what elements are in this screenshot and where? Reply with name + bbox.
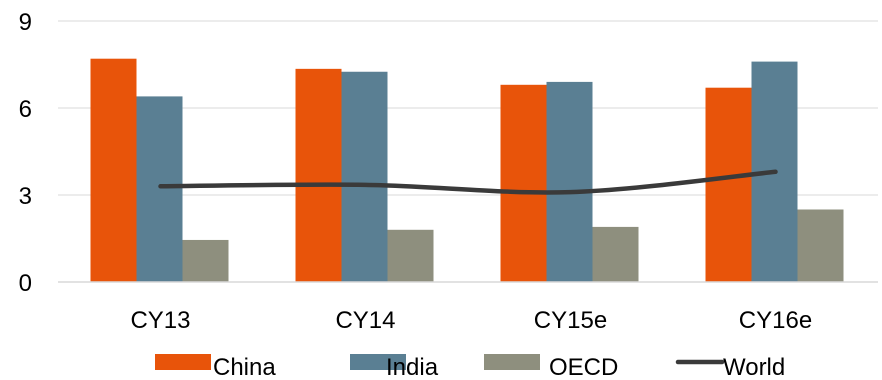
bar-india-cy15e (546, 81, 593, 283)
x-tick-label-cy15e: CY15e (534, 307, 607, 334)
bar-china-cy16e (705, 87, 752, 282)
legend-label-china: China (213, 354, 276, 380)
y-tick-label-0: 0 (19, 270, 32, 297)
legend-label-oecd: OECD (549, 354, 618, 380)
bar-oecd-cy14 (387, 229, 434, 282)
x-tick-label-cy14: CY14 (335, 307, 395, 334)
bar-oecd-cy15e (592, 226, 639, 282)
y-tick-label-9: 9 (19, 9, 32, 36)
bar-oecd-cy13 (182, 239, 229, 282)
x-tick-label-cy16e: CY16e (739, 307, 812, 334)
bar-oecd-cy16e (797, 209, 844, 282)
legend-label-india: India (386, 354, 439, 380)
bar-india-cy14 (341, 71, 388, 282)
bar-india-cy13 (136, 96, 183, 283)
y-tick-label-6: 6 (19, 96, 32, 123)
y-tick-label-3: 3 (19, 183, 32, 210)
legend-swatch-china (155, 354, 211, 370)
line-world (158, 169, 778, 195)
legend-swatch-india (350, 354, 406, 370)
x-tick-label-cy13: CY13 (130, 307, 190, 334)
bar-china-cy15e (500, 84, 547, 282)
bar-china-cy13 (90, 58, 137, 283)
bar-china-cy14 (295, 68, 342, 282)
legend-label-world: World (723, 354, 785, 380)
legend-swatch-oecd (484, 354, 540, 370)
